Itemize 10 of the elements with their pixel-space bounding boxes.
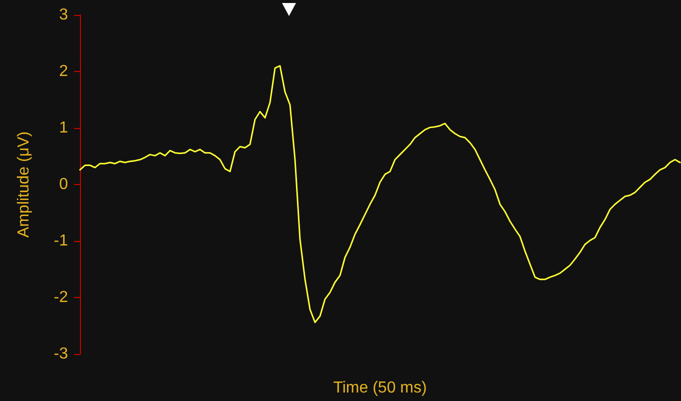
line-series: [79, 65, 681, 324]
y-tick-label: -3: [54, 346, 68, 362]
x-axis-title: Time (50 ms): [333, 380, 427, 396]
y-tick-label: 3: [59, 6, 68, 24]
y-tick-label: 1: [59, 120, 68, 136]
y-tick-label: -2: [54, 289, 68, 306]
y-tick-label: 2: [59, 63, 68, 80]
y-axis-title: Amplitude (μV): [16, 131, 32, 238]
y-tick-label: 0: [59, 176, 68, 193]
y-tick-label: -1: [54, 232, 68, 250]
